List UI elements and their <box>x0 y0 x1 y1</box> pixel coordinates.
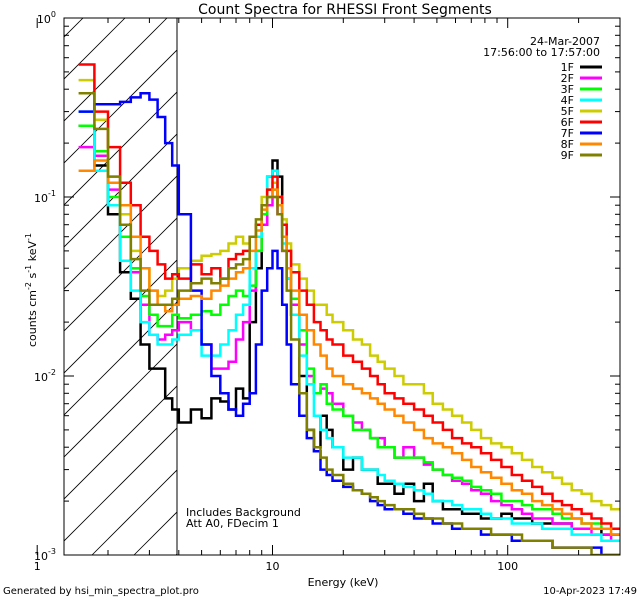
hatch-line <box>64 18 126 80</box>
y-tick-label: 10-1 <box>34 189 56 205</box>
y-tick-exponent: -1 <box>48 189 56 198</box>
y-tick-label: 100 <box>37 10 56 26</box>
hatch-line <box>64 343 177 458</box>
series-layer <box>78 63 620 555</box>
time-range-label: 17:56:00 to 17:57:00 <box>483 46 600 59</box>
hatch-line <box>64 259 177 374</box>
legend-label-6f: 6F <box>561 116 574 129</box>
y-tick-exponent: -3 <box>48 547 56 556</box>
x-axis-label: Energy (keV) <box>308 576 379 589</box>
y-label-exp-1: -2 <box>24 282 33 290</box>
hatch-line <box>64 301 177 416</box>
legend-label-2f: 2F <box>561 72 574 85</box>
chart-title: Count Spectra for RHESSI Front Segments <box>198 2 492 18</box>
hatch-line <box>64 133 177 248</box>
hatch-line <box>64 385 177 500</box>
series-5f <box>78 78 620 511</box>
y-tick-base: 10 <box>34 192 48 205</box>
series-4f <box>78 110 620 543</box>
x-tick-label: 1 <box>34 560 41 573</box>
date-label: 24-Mar-2007 <box>530 35 600 48</box>
y-tick-base: 10 <box>34 550 48 563</box>
hatch-line <box>64 18 168 122</box>
legend-label-1f: 1F <box>561 61 574 74</box>
legend-label-4f: 4F <box>561 94 574 107</box>
y-tick-label: 10-3 <box>34 547 56 563</box>
y-label-exp-2: -1 <box>24 265 33 273</box>
generated-by-label: Generated by hsi_min_spectra_plot.pro <box>3 586 199 597</box>
series-9f <box>78 91 620 555</box>
y-label-part-3: keV <box>26 241 39 265</box>
timestamp-label: 10-Apr-2023 17:49 <box>543 586 637 597</box>
legend-label-8f: 8F <box>561 138 574 151</box>
series-3f <box>78 124 620 531</box>
series-6f <box>78 63 620 531</box>
legend-label-9f: 9F <box>561 149 574 162</box>
y-tick-exponent: 0 <box>51 10 56 19</box>
hatch-line <box>64 18 84 38</box>
plot-frame <box>63 17 621 556</box>
y-axis-label: counts cm-2 s-1 keV-1 <box>24 233 39 347</box>
hatch-line <box>64 49 177 164</box>
y-label-part-2: s <box>26 272 39 281</box>
y-tick-label: 10-2 <box>34 368 56 384</box>
y-label-exp-3: -1 <box>24 233 33 241</box>
excluded-energy-hatch <box>64 18 177 555</box>
y-tick-base: 10 <box>34 371 48 384</box>
x-tick-label: 10 <box>266 560 280 573</box>
series-8f <box>78 159 620 536</box>
hatch-line <box>64 175 177 290</box>
hatch-line <box>64 217 177 332</box>
legend-label-3f: 3F <box>561 83 574 96</box>
legend-label-7f: 7F <box>561 127 574 140</box>
legend-label-5f: 5F <box>561 105 574 118</box>
hatch-line <box>64 427 177 542</box>
background-note: Includes Background <box>186 506 301 519</box>
x-tick-label: 100 <box>497 560 518 573</box>
x-axis-ticks: 1 10 100 <box>34 18 621 573</box>
y-label-part-1: counts cm <box>26 290 39 347</box>
y-tick-exponent: -2 <box>48 368 56 377</box>
attenuator-note: Att A0, FDecim 1 <box>186 517 279 530</box>
y-tick-base: 10 <box>37 13 51 26</box>
